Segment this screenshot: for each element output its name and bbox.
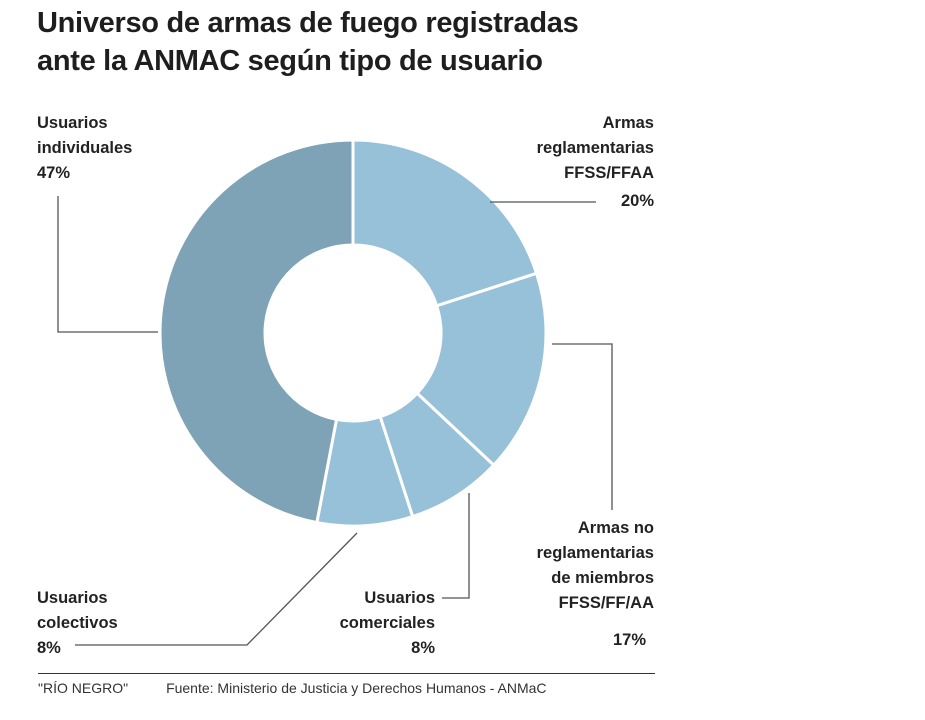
label-colectivos: Usuarios colectivos 8% [37,586,118,661]
footer-divider [38,673,655,674]
footer-credit: "RÍO NEGRO" [38,680,129,696]
value-label-reglamentarias: 20% [620,192,654,210]
label-comerciales-line-1: Usuarios [364,589,435,607]
label-reglamentarias: Armas reglamentarias FFSS/FFAA 20% [537,111,654,214]
leader-no-reglamentarias [552,343,613,510]
label-no-reglamentarias-line-4: FFSS/FF/AA [558,594,654,612]
value-label-comerciales: 8% [411,639,435,657]
title-line-2: ante la ANMAC según tipo de usuario [37,45,543,77]
label-individuales: Usuarios individuales 47% [37,111,132,186]
label-individuales-line-2: individuales [37,139,133,157]
slice-reglamentarias [351,138,539,308]
title-line-1: Universo de armas de fuego registradas [37,7,579,39]
value-label-colectivos: 8% [37,639,61,657]
value-label-no-reglamentarias: 17% [612,631,646,649]
label-comerciales-line-2: comerciales [339,614,435,632]
chart-title: Universo de armas de fuego registradas a… [37,4,579,80]
slice-no-reglamentarias [415,271,548,468]
leader-individuales [57,196,158,333]
label-no-reglamentarias-line-3: de miembros [551,569,654,587]
label-comerciales: Usuarios comerciales 8% [340,586,435,661]
label-no-reglamentarias: Armas no reglamentarias de miembros FFSS… [537,516,654,653]
label-reglamentarias-line-2: reglamentarias [536,139,654,157]
label-no-reglamentarias-line-2: reglamentarias [536,544,654,562]
label-colectivos-line-1: Usuarios [37,589,108,607]
leader-colectivos [75,532,358,646]
label-colectivos-line-2: colectivos [37,614,118,632]
value-label-individuales: 47% [37,164,71,182]
footer: "RÍO NEGRO" Fuente: Ministerio de Justici… [38,680,547,696]
footer-source: Fuente: Ministerio de Justicia y Derecho… [166,680,547,696]
label-reglamentarias-line-3: FFSS/FFAA [564,164,654,182]
label-reglamentarias-line-1: Armas [602,114,654,132]
leader-comerciales [442,493,470,599]
slice-individuales [158,138,355,525]
label-individuales-line-1: Usuarios [37,114,108,132]
label-no-reglamentarias-line-1: Armas no [577,519,654,537]
